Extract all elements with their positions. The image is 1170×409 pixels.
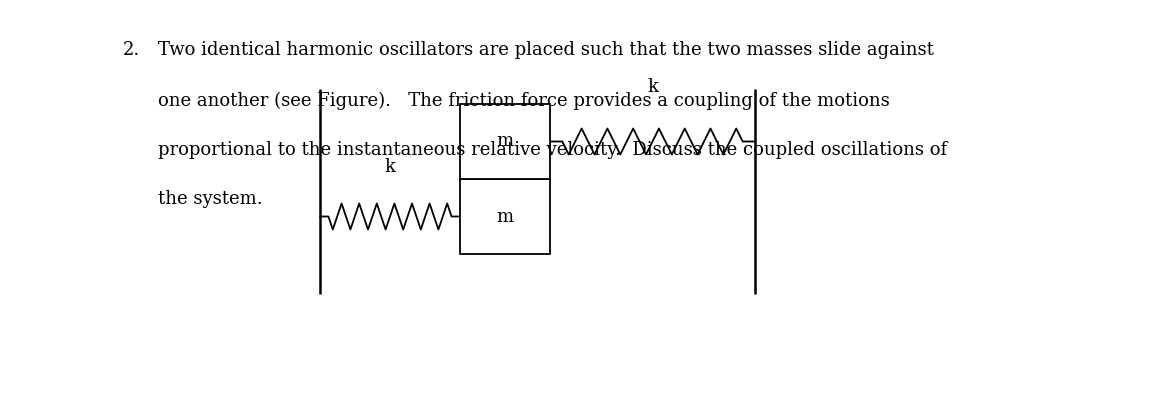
Text: m: m (496, 207, 514, 225)
Bar (460, 179, 550, 254)
Text: k: k (647, 79, 658, 97)
Bar (460, 104, 550, 179)
Text: one another (see Figure).   The friction force provides a coupling of the motion: one another (see Figure). The friction f… (158, 92, 889, 110)
Text: m: m (496, 133, 514, 151)
Text: Two identical harmonic oscillators are placed such that the two masses slide aga: Two identical harmonic oscillators are p… (158, 41, 934, 59)
Text: k: k (385, 159, 395, 177)
Text: 2.: 2. (123, 41, 140, 59)
Text: proportional to the instantaneous relative velocity.  Discuss the coupled oscill: proportional to the instantaneous relati… (158, 141, 947, 159)
Text: the system.: the system. (158, 190, 262, 208)
